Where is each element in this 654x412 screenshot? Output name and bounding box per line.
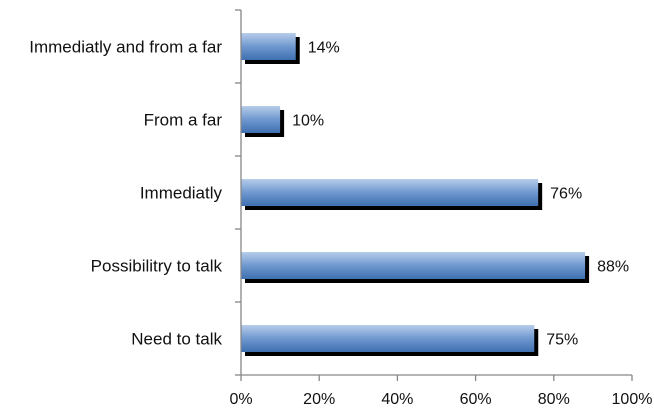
data-label: 75% <box>546 332 578 349</box>
x-tick-label: 80% <box>538 391 570 408</box>
x-tick-label: 60% <box>460 391 492 408</box>
axes <box>235 9 633 381</box>
bar <box>241 33 296 60</box>
bar <box>241 106 281 133</box>
x-tick-label: 20% <box>303 391 335 408</box>
bars <box>241 33 586 352</box>
data-label: 76% <box>550 186 582 203</box>
data-label: 88% <box>597 259 629 276</box>
category-label: Immediatly and from a far <box>29 38 222 57</box>
bar <box>241 179 539 206</box>
x-tick-label: 100% <box>612 391 653 408</box>
x-tick-label: 0% <box>229 391 252 408</box>
data-label: 14% <box>308 40 340 57</box>
category-label: Immediatly <box>140 184 223 203</box>
category-label: Possibilitry to talk <box>91 257 223 276</box>
category-label: From a far <box>144 111 223 130</box>
bar <box>241 252 586 279</box>
x-tick-label: 40% <box>381 391 413 408</box>
labels: Immediatly and from a far 14% From a far 10… <box>29 38 652 409</box>
category-label: Need to talk <box>131 330 222 349</box>
data-label: 10% <box>292 113 324 130</box>
bar <box>241 325 535 352</box>
